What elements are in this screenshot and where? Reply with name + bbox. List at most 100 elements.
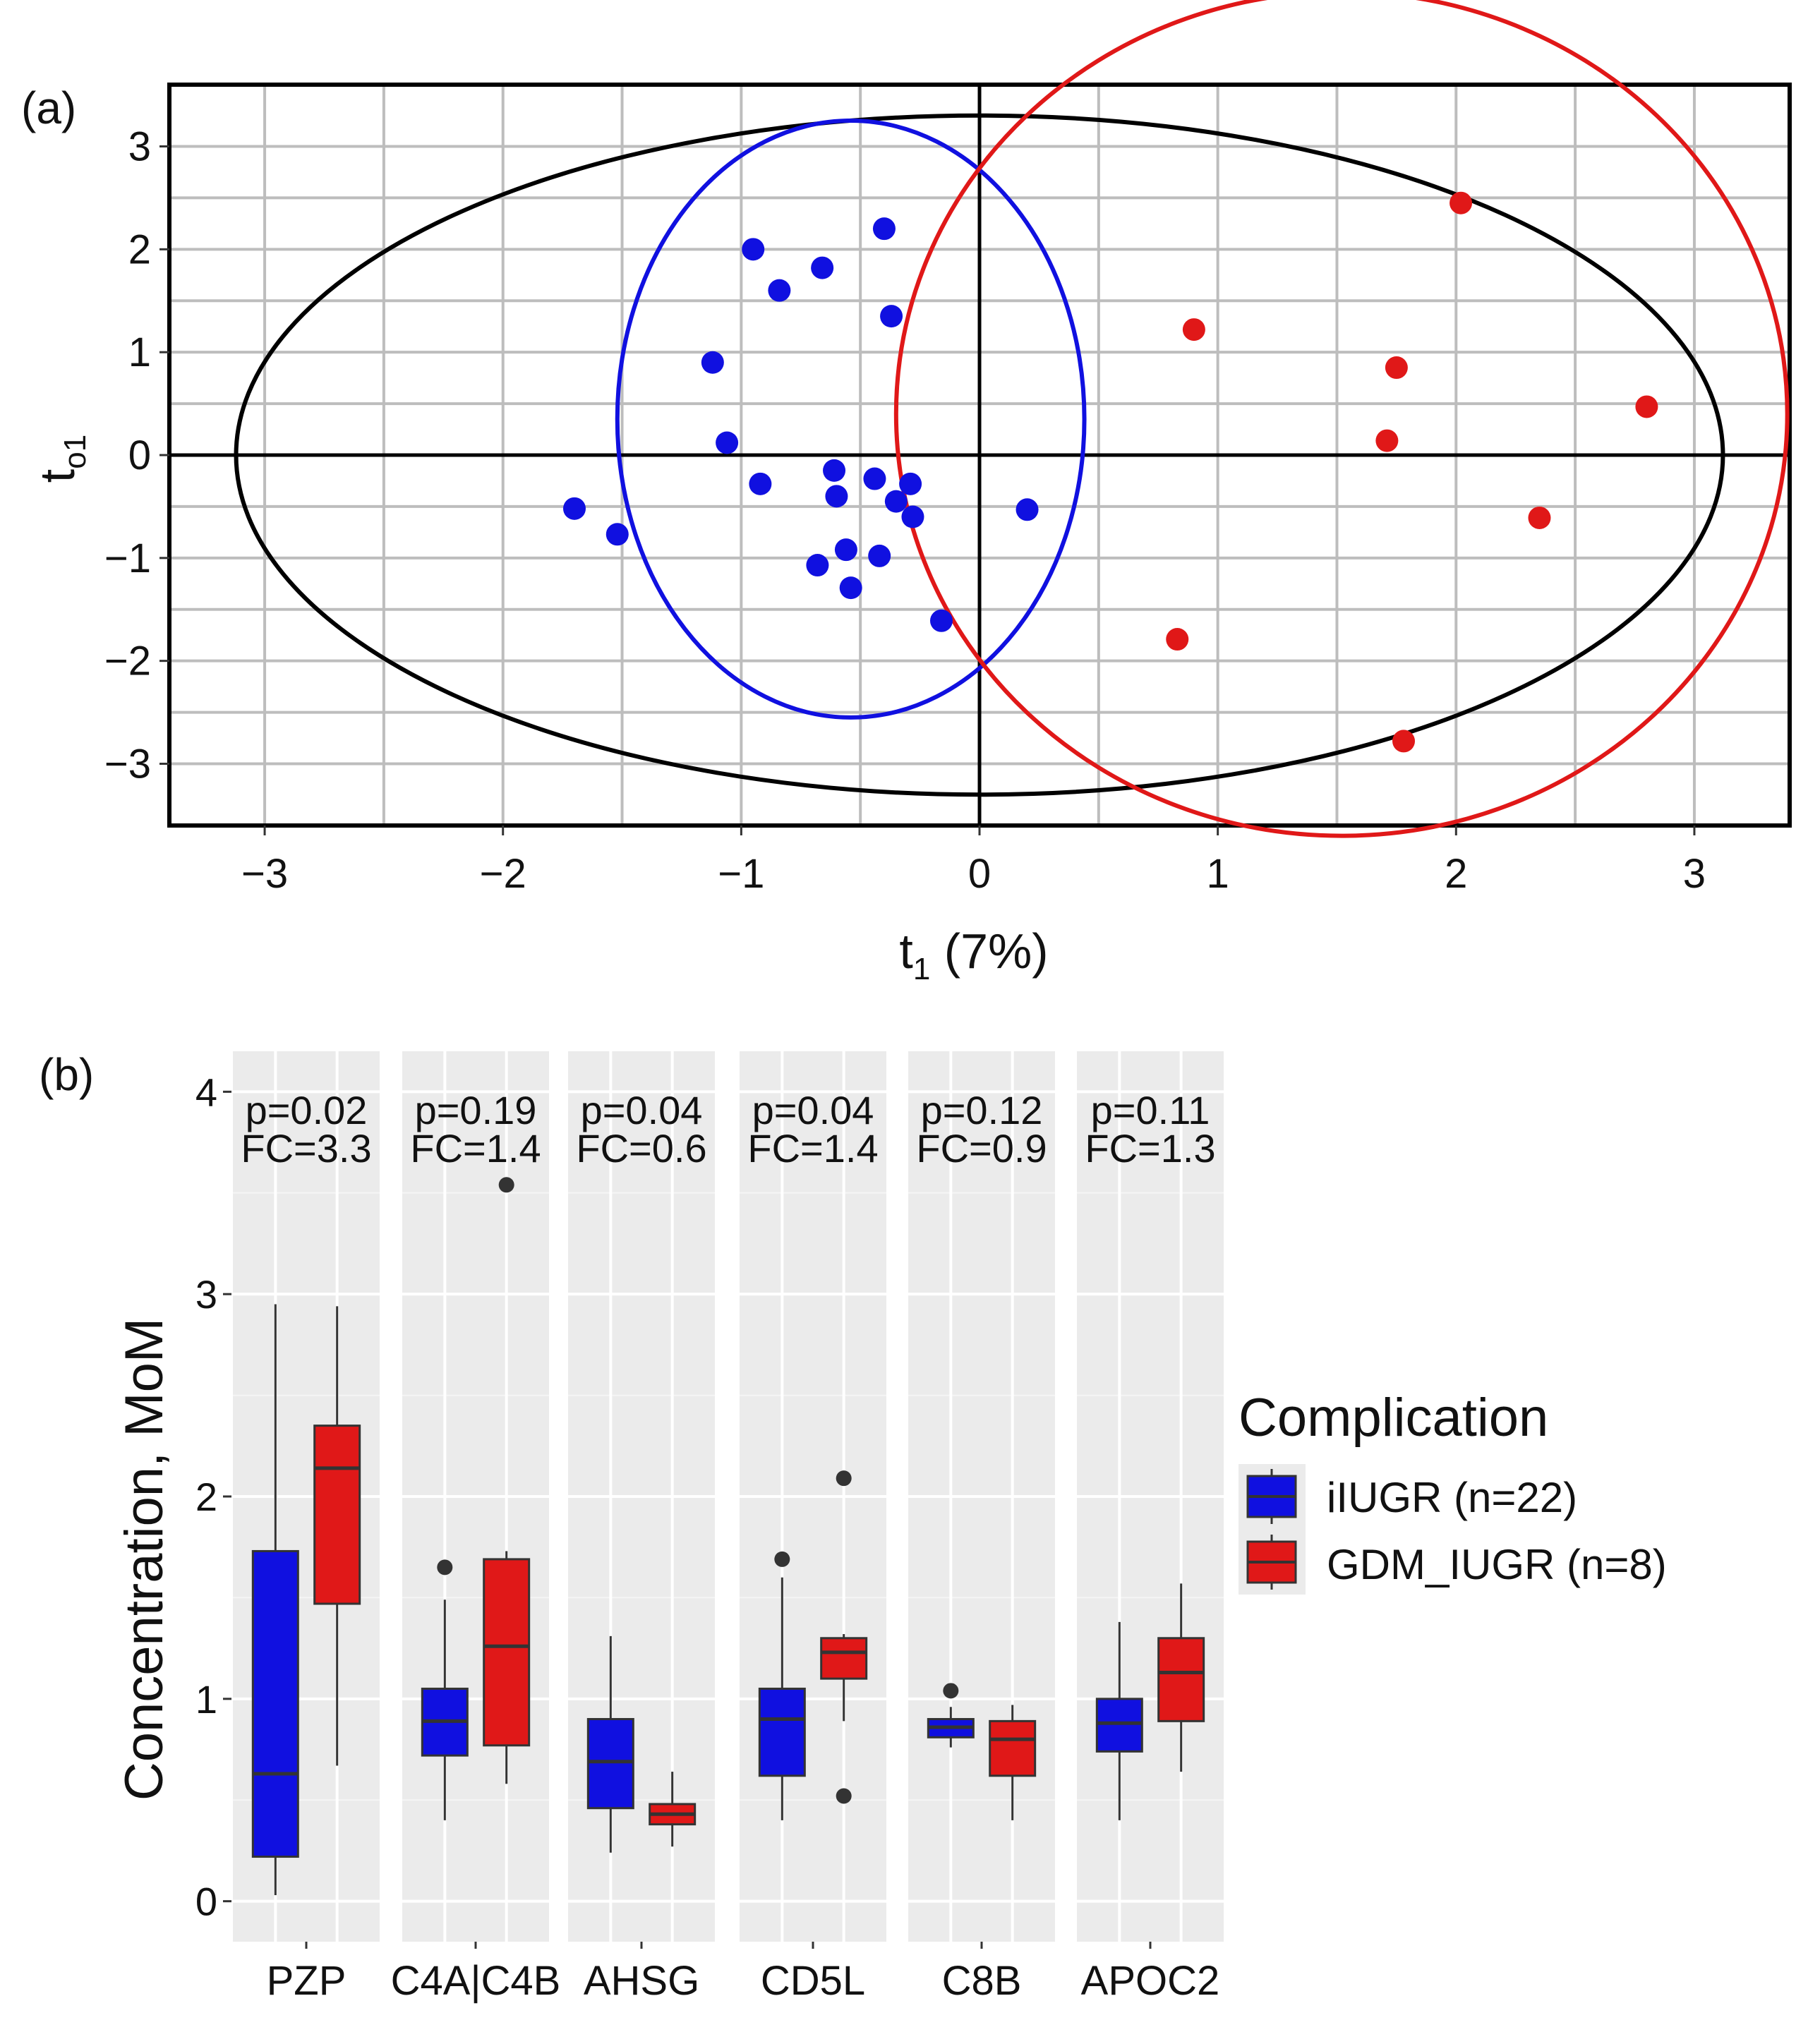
point-iiugr [768,279,791,302]
point-iiugr [834,538,857,562]
y-tick-label: 3 [195,1272,217,1317]
box-iqr [483,1558,531,1747]
legend-label-iiugr: iIUGR (n=22) [1327,1474,1577,1521]
outlier-point [774,1551,790,1567]
point-iiugr [811,256,834,279]
panel-b-label: (b) [39,1049,94,1100]
facet-name: C4A|C4B [391,1958,561,2004]
hotelling-ellipse [234,113,1725,797]
facet-name: PZP [267,1958,346,2004]
panel-a-scatter: (a) −3 −2 −1 0 1 2 3 −3 −2 −1 0 1 2 3 t1 (7%) to1 [21,0,1792,986]
box-gdm-iugr [313,1306,361,1766]
point-iiugr [742,238,765,261]
box-iiugr [758,1551,806,1820]
outlier-point [437,1559,453,1576]
box-iiugr [927,1683,975,1748]
facet-p-value: p=0.04 [581,1088,703,1132]
y-tick-label: 4 [195,1070,217,1114]
facet-name: APOC2 [1081,1958,1220,2004]
point-gdm-iugr [1375,429,1399,452]
legend-item-gdm-iugr: GDM_IUGR (n=8) [1246,1535,1667,1590]
box-iqr [820,1637,868,1680]
box-iqr [758,1687,806,1777]
point-iiugr [806,554,829,577]
x-tick-label: −1 [718,851,764,897]
x-tick-label: −2 [480,851,526,897]
legend: Complication iIUGR (n=22) GDM_IUGR (n=8) [1236,1362,1667,1602]
box-iqr [586,1718,634,1810]
outlier-point [836,1788,852,1804]
point-iiugr [863,467,886,490]
panel-b-boxplot: (b) p=0.02FC=3.3PZPp=0.19FC=1.4C4A|C4Bp=… [39,1049,1667,2004]
y-tick-label: −1 [104,536,151,581]
group-ellipse-iiugr [615,119,1087,720]
point-gdm-iugr [1385,356,1408,380]
outlier-point [836,1470,852,1487]
box-iqr [1157,1637,1205,1722]
box-gdm-iugr [820,1470,868,1804]
y-tick-label: 0 [195,1880,217,1924]
point-iiugr [929,609,953,632]
point-gdm-iugr [1166,628,1189,651]
panel-a-label: (a) [21,83,76,133]
y-tick-label: 2 [128,226,151,272]
box-iiugr [251,1304,299,1896]
point-iiugr [1016,498,1039,521]
box-gdm-iugr [1157,1583,1205,1772]
point-iiugr [749,472,772,495]
facet-fold-change: FC=0.6 [576,1126,706,1171]
facet-p-value: p=0.12 [921,1088,1043,1132]
facet-name: C8B [942,1958,1022,2004]
box-gdm-iugr [483,1177,531,1784]
y-tick-label: 1 [195,1677,217,1722]
panel-a-ellipses [234,0,1790,838]
facet-fold-change: FC=0.9 [916,1126,1047,1171]
legend-title: Complication [1239,1388,1548,1448]
y-tick-label: 0 [128,433,151,478]
box-iqr [313,1425,361,1605]
facet-fold-change: FC=1.4 [747,1126,878,1171]
x-tick-label: 3 [1683,851,1706,897]
box-gdm-iugr [989,1705,1037,1820]
point-gdm-iugr [1635,395,1658,418]
point-iiugr [901,505,924,528]
facet-p-value: p=0.04 [752,1088,874,1132]
x-tick-label: 0 [968,851,991,897]
point-iiugr [868,544,891,567]
x-tick-label: 2 [1445,851,1467,897]
box-iqr [989,1719,1037,1777]
facet-fold-change: FC=1.4 [410,1126,541,1171]
box-iqr [1095,1698,1143,1753]
point-iiugr [701,351,724,374]
point-iiugr [884,490,908,513]
facet-p-value: p=0.11 [1091,1088,1210,1132]
point-gdm-iugr [1392,730,1416,753]
point-iiugr [825,485,848,508]
facet-p-value: p=0.19 [415,1088,537,1132]
box-iiugr [1095,1621,1143,1820]
panel-a-y-tick-labels: −3 −2 −1 0 1 2 3 [104,124,151,787]
point-iiugr [899,472,922,495]
panel-a-y-axis-label: to1 [30,435,92,483]
point-iiugr [839,576,862,600]
group-ellipse-gdm-iugr [894,0,1790,838]
box-iiugr [586,1635,634,1853]
point-iiugr [872,217,896,241]
panel-b-y-axis: 0 1 2 3 4 [195,1070,231,1924]
facet-fold-change: FC=1.3 [1085,1126,1215,1171]
panel-b-facets: p=0.02FC=3.3PZPp=0.19FC=1.4C4A|C4Bp=0.04… [233,1051,1224,2004]
point-iiugr [716,431,739,454]
y-tick-label: −2 [104,639,151,684]
facet-name: CD5L [761,1958,865,2004]
outlier-point [498,1177,514,1193]
point-iiugr [605,523,629,546]
panel-a-x-tick-labels: −3 −2 −1 0 1 2 3 [241,851,1706,897]
facet-p-value: p=0.02 [246,1088,368,1132]
